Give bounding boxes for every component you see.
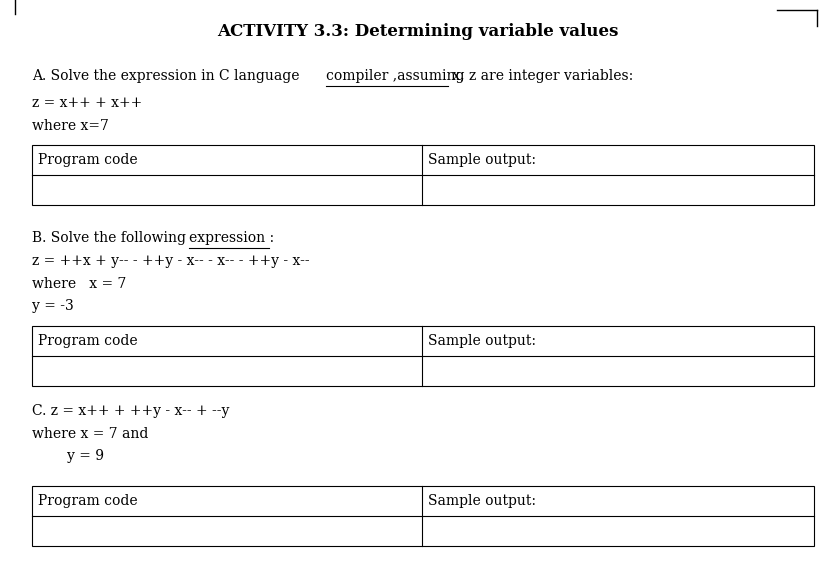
Text: C. z = x++ + ++y - x-- + --y: C. z = x++ + ++y - x-- + --y <box>32 404 229 418</box>
Text: Program code: Program code <box>38 334 138 348</box>
Text: z = ++x + y-- - ++y - x-- - x-- - ++y - x--: z = ++x + y-- - ++y - x-- - x-- - ++y - … <box>32 254 309 268</box>
Text: compiler ,assuming: compiler ,assuming <box>326 69 464 83</box>
Text: Sample output:: Sample output: <box>428 494 536 508</box>
Bar <box>32 486 814 546</box>
Text: Sample output:: Sample output: <box>428 334 536 348</box>
Text: B. Solve the following: B. Solve the following <box>32 231 190 245</box>
Text: where x = 7 and: where x = 7 and <box>32 427 148 441</box>
Text: ACTIVITY 3.3: Determining variable values: ACTIVITY 3.3: Determining variable value… <box>217 23 618 40</box>
Text: Program code: Program code <box>38 153 138 167</box>
Text: y = 9: y = 9 <box>32 449 104 463</box>
Text: z = x++ + x++: z = x++ + x++ <box>32 96 142 110</box>
Bar <box>32 145 814 205</box>
Text: Sample output:: Sample output: <box>428 153 536 167</box>
Text: y = -3: y = -3 <box>32 299 73 313</box>
Text: expression :: expression : <box>189 231 274 245</box>
Text: where   x = 7: where x = 7 <box>32 277 126 291</box>
Text: x, z are integer variables:: x, z are integer variables: <box>448 69 634 83</box>
Text: where x=7: where x=7 <box>32 119 109 133</box>
Bar <box>32 326 814 386</box>
Text: A. Solve the expression in C language: A. Solve the expression in C language <box>32 69 304 83</box>
Text: Program code: Program code <box>38 494 138 508</box>
